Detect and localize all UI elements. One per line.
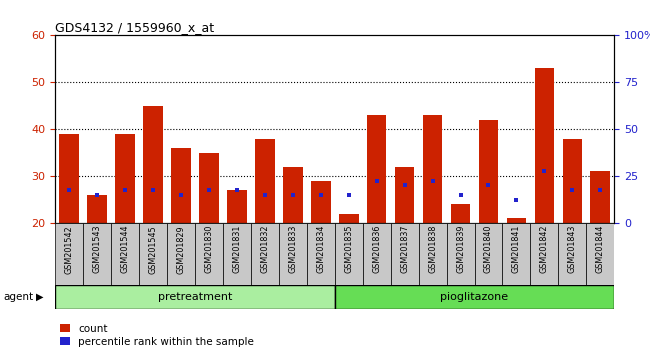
Bar (339, 214, 359, 223)
Point (204, 187, 214, 193)
Bar (534, 68, 554, 223)
Text: GSM201544: GSM201544 (121, 225, 129, 273)
Bar (167, 223, 195, 285)
Bar (55, 285, 335, 309)
Text: ▶: ▶ (36, 292, 44, 302)
Point (316, 192, 326, 198)
Bar (111, 223, 139, 285)
Bar (478, 120, 499, 223)
Bar (530, 223, 558, 285)
Bar (59, 134, 79, 223)
Text: GSM201842: GSM201842 (540, 225, 549, 273)
Bar (143, 106, 163, 223)
Bar (474, 223, 502, 285)
Bar (419, 223, 447, 285)
Point (64, 187, 75, 193)
Bar (450, 204, 471, 223)
Point (92, 192, 103, 198)
Bar (590, 171, 610, 223)
Text: GSM201843: GSM201843 (568, 225, 577, 273)
Point (567, 187, 578, 193)
Bar (227, 190, 247, 223)
Text: GSM201836: GSM201836 (372, 225, 381, 273)
Bar (367, 115, 387, 223)
Text: GSM201830: GSM201830 (205, 225, 213, 273)
Bar (139, 223, 167, 285)
Bar (87, 195, 107, 223)
Text: agent: agent (3, 292, 33, 302)
Bar (283, 167, 303, 223)
Bar (506, 218, 526, 223)
Bar (391, 223, 419, 285)
Text: GSM201833: GSM201833 (289, 225, 297, 273)
Point (372, 178, 382, 184)
Bar (363, 223, 391, 285)
Point (484, 183, 494, 188)
Bar (115, 134, 135, 223)
Bar (562, 139, 582, 223)
Bar (83, 223, 111, 285)
Text: GSM201841: GSM201841 (512, 225, 521, 273)
Text: GSM201838: GSM201838 (428, 225, 437, 273)
Text: pretreatment: pretreatment (158, 292, 232, 302)
Point (176, 192, 187, 198)
Bar (558, 223, 586, 285)
Point (344, 192, 354, 198)
Bar (335, 285, 614, 309)
Bar (307, 223, 335, 285)
Bar (255, 139, 275, 223)
Point (399, 183, 410, 188)
Text: GSM201542: GSM201542 (65, 225, 73, 274)
Bar (586, 223, 614, 285)
Text: pioglitazone: pioglitazone (441, 292, 508, 302)
Bar (55, 223, 83, 285)
Text: GSM201832: GSM201832 (261, 225, 269, 273)
Bar (223, 223, 251, 285)
Bar (195, 223, 223, 285)
Text: GSM201545: GSM201545 (149, 225, 157, 274)
Text: GSM201543: GSM201543 (93, 225, 101, 273)
Bar (447, 223, 474, 285)
Bar (502, 223, 530, 285)
Point (595, 187, 606, 193)
Bar (311, 181, 331, 223)
Point (456, 192, 466, 198)
Text: GSM201840: GSM201840 (484, 225, 493, 273)
Point (288, 192, 298, 198)
Bar (171, 148, 191, 223)
Point (428, 178, 438, 184)
Bar (335, 223, 363, 285)
Point (231, 187, 242, 193)
Point (540, 169, 550, 174)
Text: GSM201837: GSM201837 (400, 225, 409, 273)
Point (120, 187, 131, 193)
Text: GSM201844: GSM201844 (596, 225, 605, 273)
Bar (199, 153, 219, 223)
Bar (422, 115, 443, 223)
Text: GDS4132 / 1559960_x_at: GDS4132 / 1559960_x_at (55, 21, 214, 34)
Text: GSM201834: GSM201834 (317, 225, 325, 273)
Point (260, 192, 270, 198)
Point (148, 187, 159, 193)
Legend: count, percentile rank within the sample: count, percentile rank within the sample (60, 324, 254, 347)
Bar (395, 167, 415, 223)
Bar (251, 223, 279, 285)
Text: GSM201835: GSM201835 (344, 225, 353, 273)
Text: GSM201839: GSM201839 (456, 225, 465, 273)
Text: GSM201829: GSM201829 (177, 225, 185, 274)
Point (512, 197, 522, 202)
Text: GSM201831: GSM201831 (233, 225, 241, 273)
Bar (279, 223, 307, 285)
